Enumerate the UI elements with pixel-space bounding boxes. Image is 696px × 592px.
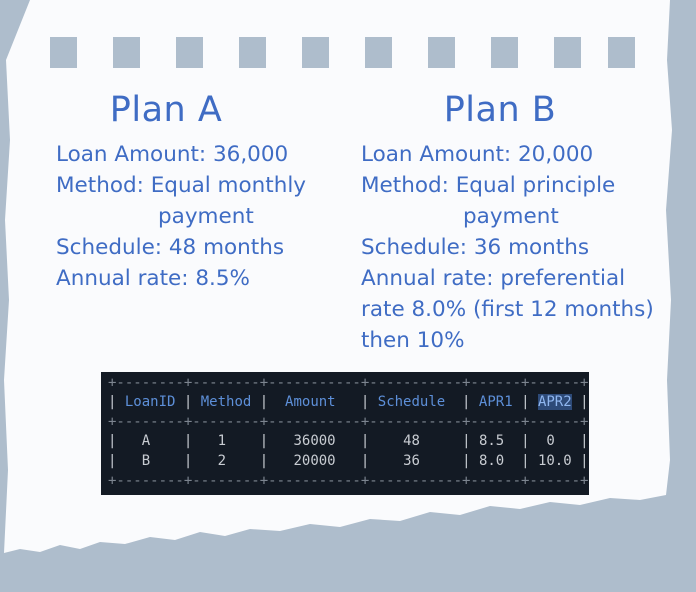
table-cell: B	[141, 453, 151, 469]
column-header[interactable]: APR1	[478, 394, 513, 410]
table-cell: 2	[217, 453, 227, 469]
column-header[interactable]: Method	[200, 394, 252, 410]
plan-b-title: Plan B	[443, 90, 557, 130]
table-row: | A | 1 | 36000 | 48 | 8.5 | 0 |	[108, 433, 589, 449]
table-cell: 8.0	[478, 453, 505, 469]
plan-b-loan-amount: Loan Amount: 20,000	[361, 142, 594, 167]
plan-b-schedule: Schedule: 36 months	[361, 235, 590, 260]
table-header-row: | LoanID | Method | Amount | Schedule | …	[108, 394, 589, 410]
plan-a-annual-rate: Annual rate: 8.5%	[56, 266, 250, 291]
plan-b-method-cont: payment	[463, 204, 559, 229]
table-cell: 10.0	[537, 453, 572, 469]
plan-b-method: Method: Equal principle	[361, 173, 616, 198]
table-border-bottom: +--------+--------+-----------+---------…	[108, 473, 589, 489]
plan-b-annual-rate: Annual rate: preferential	[361, 266, 626, 291]
table-cell: 8.5	[478, 433, 505, 449]
plan-a-schedule: Schedule: 48 months	[56, 235, 285, 260]
plan-a-method: Method: Equal monthly	[56, 173, 307, 198]
table-row: | B | 2 | 20000 | 36 | 8.0 | 10.0 |	[108, 453, 589, 469]
perforation-holes	[50, 37, 635, 68]
plan-b-annual-rate-cont: rate 8.0% (first 12 months)	[361, 297, 654, 322]
table-border-top: +--------+--------+-----------+---------…	[108, 375, 589, 391]
column-header[interactable]: Amount	[285, 394, 336, 410]
plan-a-title: Plan A	[109, 90, 223, 130]
table-cell: 0	[546, 433, 555, 449]
table-cell: 36	[403, 453, 420, 469]
table-border-mid: +--------+--------+-----------+---------…	[108, 414, 589, 430]
table-cell: 1	[217, 433, 227, 449]
table-cell: 48	[403, 433, 420, 449]
column-header[interactable]: LoanID	[124, 394, 176, 410]
plan-a-loan-amount: Loan Amount: 36,000	[56, 142, 289, 167]
column-header-selected[interactable]: APR2	[537, 394, 572, 410]
column-header[interactable]: Schedule	[377, 394, 446, 410]
table-cell: A	[141, 433, 151, 449]
plan-b-annual-rate-then: then 10%	[361, 328, 465, 353]
plan-a-method-cont: payment	[158, 204, 254, 229]
table-cell: 36000	[293, 433, 336, 449]
table-cell: 20000	[293, 453, 336, 469]
terminal-table: +--------+--------+-----------+---------…	[101, 372, 589, 495]
